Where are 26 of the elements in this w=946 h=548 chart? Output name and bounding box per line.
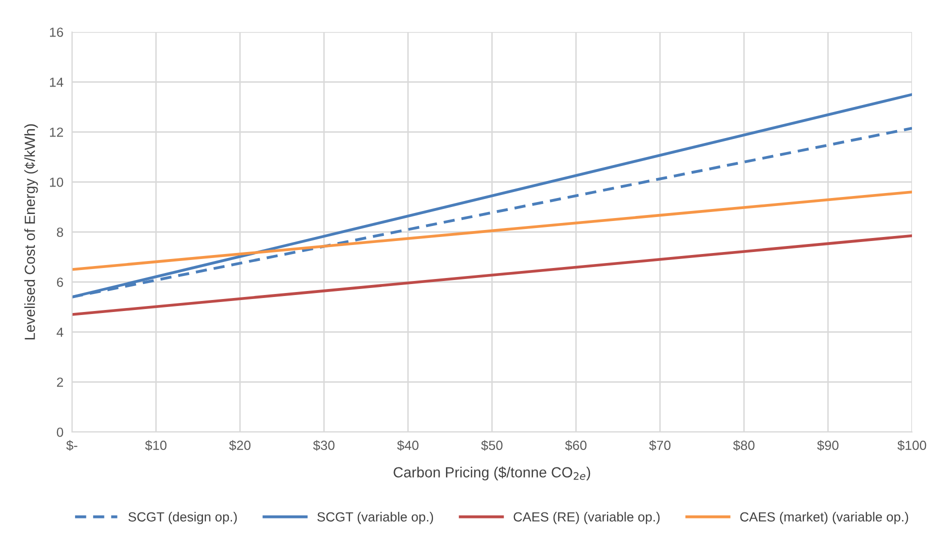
y-tick-label: 2 (56, 378, 64, 387)
x-tick-label: $30 (313, 440, 334, 451)
x-tick-label: $10 (145, 440, 166, 451)
y-tick-label: 6 (57, 278, 64, 287)
legend-label: SCGT (variable op.) (317, 512, 434, 524)
legend-label: SCGT (design op.) (128, 512, 237, 524)
x-tick-label: $40 (397, 440, 418, 451)
legend-label: CAES (market) (variable op.) (740, 512, 908, 524)
x-axis-title: Carbon Pricing ($/tonne CO$_{2e}$) (394, 466, 590, 480)
x-tick-label: $100 (897, 440, 926, 451)
x-tick-label: $- (66, 440, 78, 451)
y-tick-label: 14 (50, 78, 64, 87)
y-tick-label: 8 (56, 228, 64, 237)
y-tick-label: 4 (56, 328, 64, 337)
x-tick-label: $20 (229, 440, 250, 451)
x-tick-label: $50 (481, 440, 502, 451)
y-tick-label: 12 (50, 128, 64, 137)
y-axis-title: Levelised Cost of Energy (¢/kWh) (24, 124, 38, 340)
y-tick-label: 0 (56, 428, 64, 437)
x-tick-label: $90 (817, 440, 838, 451)
x-tick-label: $80 (733, 440, 754, 451)
x-tick-label: $60 (565, 440, 586, 451)
y-tick-label: 10 (50, 178, 64, 187)
x-tick-label: $70 (649, 440, 670, 451)
legend-label: CAES (RE) (variable op.) (514, 512, 660, 524)
y-tick-label: 16 (50, 28, 64, 37)
